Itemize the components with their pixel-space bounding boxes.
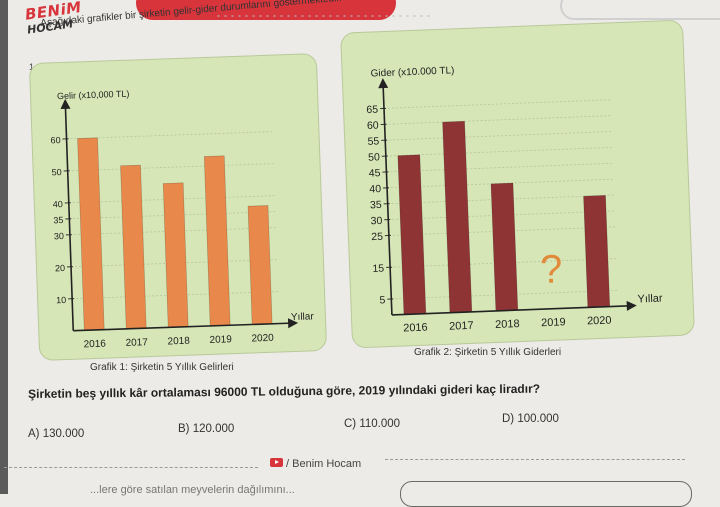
bar [163, 183, 188, 328]
footer-divider-left [4, 467, 258, 468]
next-question-text: ...lere göre satılan meyvelerin dağılımı… [90, 484, 295, 496]
x-tick-label: 2016 [83, 339, 106, 351]
x-tick-label: 2017 [125, 337, 148, 349]
page-edge [0, 0, 8, 494]
y-tick-label: 60 [50, 135, 60, 145]
option-b-label: B) [178, 423, 190, 435]
youtube-icon [270, 458, 283, 467]
y-tick-label: 60 [367, 120, 379, 132]
x-tick-label: 2020 [587, 314, 612, 327]
dotted-decoration [215, 14, 430, 18]
y-tick-label: 45 [369, 167, 381, 179]
option-d-value: 100.000 [517, 413, 559, 425]
option-a[interactable]: A) 130.000 [28, 428, 84, 440]
x-axis-title: Yıllar [291, 311, 315, 323]
bar [491, 183, 518, 311]
option-c-label: C) [344, 418, 356, 430]
y-tick-label: 30 [54, 231, 64, 241]
income-chart-caption: Grafik 1: Şirketin 5 Yıllık Gelirleri [90, 362, 234, 373]
x-tick-label: 2017 [449, 320, 474, 333]
bar [78, 138, 105, 331]
x-tick-label: 2019 [541, 316, 566, 329]
income-chart-panel: 2016 2017 2018 2019 2020 10 20 30 35 40 50 60 Gelir … [29, 53, 327, 361]
x-tick-label: 2020 [251, 333, 274, 345]
option-c-value: 110.000 [359, 418, 400, 430]
y-axis-title: Gelir (x10,000 TL) [57, 89, 130, 102]
question-text: Şirketin beş yıllık kâr ortalaması 96000… [28, 382, 540, 401]
bar [248, 205, 272, 324]
x-tick-label: 2018 [167, 336, 190, 348]
y-tick-label: 25 [371, 231, 383, 243]
footer-brand: / Benim Hocam [270, 458, 361, 470]
y-tick-label: 35 [53, 215, 63, 225]
unknown-value-mark: ? [539, 247, 563, 292]
y-tick-label: 30 [370, 215, 382, 227]
option-d[interactable]: D) 100.000 [502, 413, 559, 425]
bar [443, 121, 472, 312]
y-tick-label: 50 [368, 151, 380, 163]
x-tick-label: 2016 [403, 322, 428, 335]
x-tick-label: 2019 [209, 334, 232, 346]
expense-chart: 2016 2017 2018? 2019 2020 5 15 25 30 35 40 45 50 55 60… [341, 21, 694, 348]
gridline [385, 132, 611, 141]
y-tick-label: 15 [372, 262, 384, 274]
y-tick-label: 5 [379, 294, 385, 306]
next-question-pill [400, 481, 692, 507]
option-d-label: D) [502, 413, 514, 425]
bar [398, 155, 426, 315]
expense-chart-panel: 2016 2017 2018? 2019 2020 5 15 25 30 35 40 45 50 55 60… [340, 20, 695, 349]
y-tick-label: 20 [55, 263, 65, 273]
y-axis-title: Gider (x10.000 TL) [370, 65, 454, 79]
bar [204, 156, 230, 326]
gridline [384, 100, 610, 109]
option-c[interactable]: C) 110.000 [344, 418, 400, 430]
y-tick-label: 10 [56, 295, 66, 305]
option-b-value: 120.000 [193, 423, 235, 435]
x-axis-title: Yıllar [637, 293, 663, 306]
y-tick-label: 65 [366, 104, 378, 116]
expense-chart-caption: Grafik 2: Şirketin 5 Yıllık Giderleri [414, 347, 561, 358]
x-axis-arrow [627, 301, 637, 311]
gridline [385, 116, 611, 125]
bar [121, 165, 147, 329]
header-pill-decoration [560, 0, 720, 20]
y-tick-label: 55 [367, 135, 379, 147]
bar [584, 195, 610, 307]
option-a-value: 130.000 [43, 428, 85, 440]
footer-brand-text: Benim Hocam [292, 458, 361, 470]
y-axis-arrow [378, 78, 388, 88]
option-a-label: A) [28, 428, 40, 440]
y-tick-label: 40 [53, 199, 63, 209]
x-tick-label: 2018 [495, 318, 520, 331]
footer-divider-right [385, 459, 685, 460]
y-axis [383, 84, 392, 315]
y-tick-label: 35 [370, 199, 382, 211]
y-tick-label: 50 [52, 167, 62, 177]
y-tick-label: 40 [369, 183, 381, 195]
income-chart: 2016 2017 2018 2019 2020 10 20 30 35 40 50 60 Gelir … [30, 54, 326, 360]
option-b[interactable]: B) 120.000 [178, 423, 234, 435]
